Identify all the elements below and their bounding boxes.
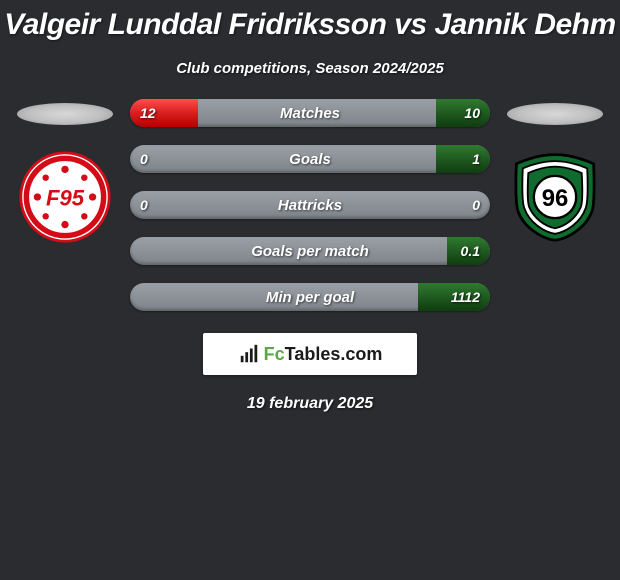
chart-icon <box>238 343 260 365</box>
stat-bar: 0Goals1 <box>130 145 490 173</box>
page-title: Valgeir Lunddal Fridriksson vs Jannik De… <box>4 8 615 42</box>
player-left-column: F95 <box>10 99 120 243</box>
subtitle: Club competitions, Season 2024/2025 <box>176 60 444 77</box>
stats-column: 12Matches100Goals10Hattricks0Goals per m… <box>130 99 490 311</box>
player-right-silhouette <box>507 103 603 125</box>
stat-value-right: 1112 <box>451 289 480 305</box>
player-right-column: 96 <box>500 99 610 243</box>
stat-value-right: 0.1 <box>461 243 480 259</box>
stat-bar: 0Hattricks0 <box>130 191 490 219</box>
stat-value-right: 0 <box>472 197 480 213</box>
stat-label: Hattricks <box>130 197 490 214</box>
infographic-container: Valgeir Lunddal Fridriksson vs Jannik De… <box>0 0 620 413</box>
brand-attribution: FcTables.com <box>203 333 417 375</box>
stat-bar: Goals per match0.1 <box>130 237 490 265</box>
date-line: 19 february 2025 <box>247 395 373 413</box>
club-badge-right: 96 <box>509 151 601 243</box>
stat-bar: Min per goal1112 <box>130 283 490 311</box>
stat-value-right: 1 <box>472 151 480 167</box>
badge-left-text: F95 <box>46 185 85 210</box>
stat-bar: 12Matches10 <box>130 99 490 127</box>
brand-text: FcTables.com <box>264 344 383 365</box>
club-badge-left: F95 <box>19 151 111 243</box>
badge-right-text: 96 <box>542 185 569 212</box>
stat-label: Min per goal <box>130 289 490 306</box>
stat-label: Goals <box>130 151 490 168</box>
stat-label: Matches <box>130 105 490 122</box>
stat-value-right: 10 <box>464 105 480 121</box>
stat-label: Goals per match <box>130 243 490 260</box>
main-row: F95 12Matches100Goals10Hattricks0Goals p… <box>0 99 620 311</box>
player-left-silhouette <box>17 103 113 125</box>
